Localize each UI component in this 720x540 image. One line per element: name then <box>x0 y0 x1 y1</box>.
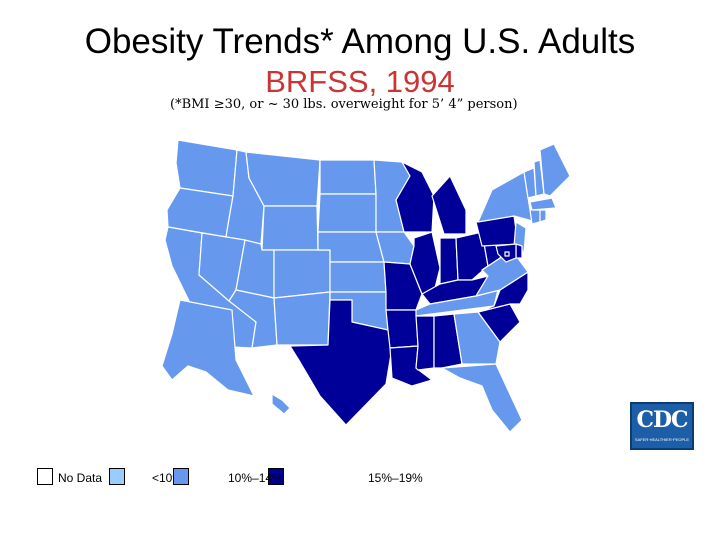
state-ga <box>453 311 501 365</box>
state-ri <box>539 209 547 223</box>
legend-label-no-data: No Data <box>58 471 103 485</box>
state-wa <box>175 139 238 197</box>
state-dc <box>504 251 510 257</box>
state-wy <box>261 205 319 251</box>
state-hi <box>271 393 291 415</box>
state-me <box>539 143 571 197</box>
state-ks <box>329 261 387 293</box>
state-ms <box>415 315 435 371</box>
legend-swatch-10-14 <box>173 468 189 485</box>
legend-swatch-15-19 <box>268 468 284 485</box>
state-nm <box>273 291 331 346</box>
map-title: Obesity Trends* Among U.S. Adults <box>84 22 636 61</box>
state-ar <box>385 309 419 349</box>
cdc-logo-text: CDC <box>636 407 688 433</box>
map-subtitle: BRFSS, 1994 <box>265 64 455 99</box>
state-oh <box>455 231 489 281</box>
state-ma <box>529 197 557 211</box>
state-tx <box>289 299 393 426</box>
state-fl <box>441 363 523 433</box>
legend-swatch-lt10 <box>109 468 125 485</box>
state-in <box>439 237 459 285</box>
state-wi <box>395 161 435 233</box>
state-mi <box>431 175 467 235</box>
legend-swatch-no-data <box>37 468 53 485</box>
bmi-note: (*BMI ≥30, or ~ 30 lbs. overweight for 5… <box>170 97 518 112</box>
state-al <box>433 313 463 369</box>
cdc-logo: CDC SAFER·HEALTHIER·PEOPLE <box>630 402 694 450</box>
cdc-logo-tagline: SAFER·HEALTHIER·PEOPLE <box>634 437 690 442</box>
legend-label-15-19: 15%–19% <box>368 471 423 485</box>
state-de <box>515 243 523 259</box>
state-sd <box>317 193 377 233</box>
legend-label-10-14: 10%–14% <box>228 471 283 485</box>
state-ak <box>161 299 255 397</box>
state-ct <box>529 209 541 225</box>
state-co <box>273 249 331 299</box>
state-nd <box>319 159 377 195</box>
